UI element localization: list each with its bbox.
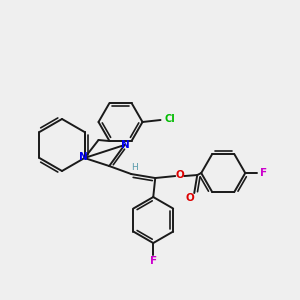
Text: F: F: [260, 168, 267, 178]
Text: N: N: [79, 152, 88, 162]
Text: Cl: Cl: [164, 114, 175, 124]
Text: N: N: [121, 140, 130, 150]
Text: O: O: [186, 193, 195, 203]
Text: H: H: [131, 163, 138, 172]
Text: F: F: [150, 256, 157, 266]
Text: O: O: [176, 170, 184, 180]
